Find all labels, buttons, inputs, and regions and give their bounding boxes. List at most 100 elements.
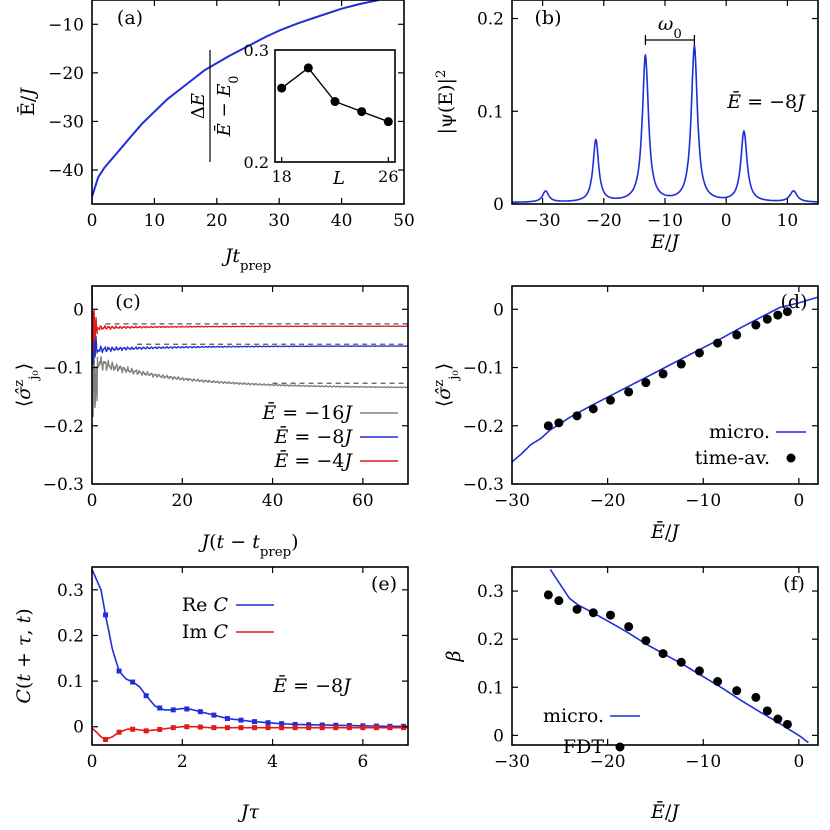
inset-y-label-num: ΔE [188, 93, 209, 119]
panel-c: 0 20 40 60−0.3−0.2−0.10 (c)J(t − tprep)⟨σ̂zj… [12, 285, 409, 560]
x-tick-label: 10 [144, 211, 166, 231]
label-part: Ē [650, 800, 665, 823]
y-tick-label: 0 [73, 300, 84, 320]
series-line [92, 291, 408, 365]
inset-y-tick-label: 0.3 [244, 41, 269, 60]
y-tick-label: 0.1 [57, 672, 84, 692]
label-part: prep [240, 259, 271, 274]
data-marker [292, 721, 298, 727]
y-tick-label: −0.2 [43, 417, 84, 437]
data-point [694, 348, 704, 358]
data-marker [103, 737, 109, 743]
plot-area [512, 296, 818, 463]
data-marker [252, 725, 258, 731]
axes-frame [511, 566, 819, 746]
y-tick-label: 0.3 [57, 581, 84, 601]
data-marker [211, 725, 217, 731]
data-marker [306, 725, 312, 731]
panel-label: (c) [115, 291, 140, 313]
inset-y-label-den: Ē − E0 [212, 76, 241, 138]
data-point [624, 387, 634, 397]
y-axis-label: ⟨σ̂zj₀⟩ [432, 363, 462, 407]
legend-label: Re C [182, 594, 229, 616]
label-part: = −8 [287, 675, 343, 697]
data-marker [252, 719, 258, 725]
data-marker [319, 725, 325, 731]
legend-marker [615, 742, 625, 752]
x-tick-label: −20 [590, 491, 626, 511]
label-part: 0 [673, 27, 681, 42]
y-tick-label: −0.2 [463, 417, 504, 437]
label-part: = −8 [741, 91, 797, 113]
label-part: ⟩ [433, 363, 455, 370]
x-tick-label: 0 [793, 491, 804, 511]
data-point [676, 657, 686, 667]
x-axis-label: Jtprep [221, 245, 272, 274]
y-tick-label: −20 [48, 64, 84, 84]
y-tick-label: −30 [48, 112, 84, 132]
label-part: J [17, 87, 39, 100]
data-marker [238, 725, 244, 731]
label-part: / [665, 521, 672, 543]
label-part: Ē/ [16, 95, 39, 116]
plot-area [92, 0, 380, 198]
data-marker [346, 725, 352, 731]
series-line [512, 44, 818, 203]
series-line [92, 0, 380, 198]
label-part: J [667, 801, 680, 823]
x-tick-label: 40 [262, 491, 284, 511]
inset-point [277, 83, 287, 93]
label-part: − [224, 531, 252, 553]
y-tick-label: 0 [493, 300, 504, 320]
axes-frame [91, 566, 409, 746]
data-marker [211, 712, 217, 718]
label-part: J [340, 450, 353, 472]
data-point [751, 692, 761, 702]
x-tick-label: −10 [685, 491, 721, 511]
legend-label: Ē = −16J [261, 401, 353, 424]
inset-x-label: L [332, 168, 345, 189]
inset-frame [274, 49, 396, 163]
data-point [694, 666, 704, 676]
label-part: E [214, 84, 235, 98]
label-part: Δ [188, 106, 209, 119]
label-part: prep [260, 545, 291, 560]
x-tick-label: 40 [331, 211, 353, 231]
label-part: Ē [726, 90, 741, 113]
label-part: t [13, 674, 35, 682]
data-point [588, 608, 598, 618]
data-marker [184, 724, 190, 730]
data-point [543, 590, 553, 600]
y-tick-label: −0.3 [43, 475, 84, 495]
x-tick-label: 0 [793, 752, 804, 772]
x-axis-label: E/J [650, 231, 680, 253]
y-tick-label: 0.2 [57, 626, 84, 646]
label-part: / [665, 801, 672, 823]
y-tick-label: 0.1 [477, 102, 504, 122]
label-part: , [13, 623, 35, 635]
inset-point [383, 117, 393, 127]
y-tick-label: 0 [493, 726, 504, 746]
data-point [782, 719, 792, 729]
panel-label: (f) [783, 573, 805, 595]
series-line [512, 296, 818, 463]
data-point [773, 310, 783, 320]
data-point [572, 604, 582, 614]
label-part: z [432, 380, 447, 387]
label-part: E [650, 231, 665, 253]
label-part: E [188, 93, 209, 107]
axes-frame [91, 285, 409, 485]
data-marker [360, 725, 366, 731]
data-point [641, 636, 651, 646]
label-part: − [214, 97, 235, 124]
x-tick-label: −10 [647, 211, 683, 231]
x-tick-label: −30 [494, 491, 530, 511]
data-marker [184, 706, 190, 712]
y-axis-label: β [443, 650, 465, 662]
label-part: J [793, 91, 806, 113]
bracket-label: ω0 [658, 13, 682, 42]
x-tick-label: 10 [777, 211, 799, 231]
label-part: σ̂ [13, 386, 35, 400]
energy-annotation: Ē = −8J [726, 90, 806, 113]
plot-area [512, 44, 818, 203]
